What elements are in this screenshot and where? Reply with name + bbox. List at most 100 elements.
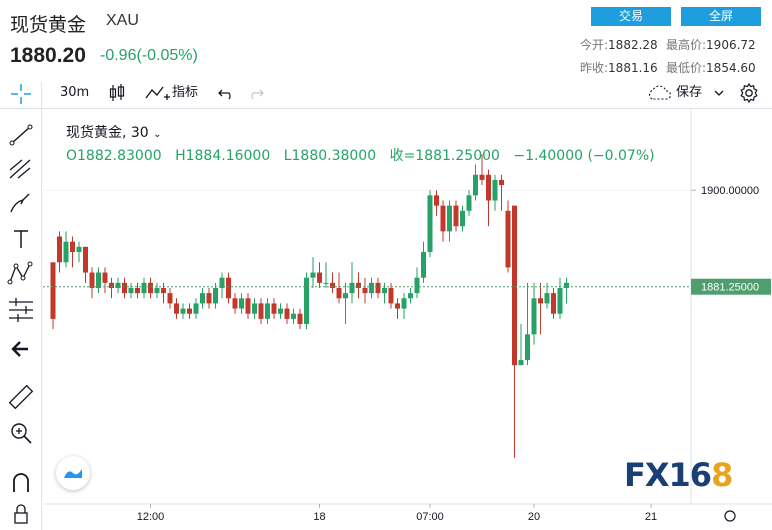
x-tick-label: 12:00 [137, 511, 165, 523]
candle-body [343, 293, 348, 299]
settings-icon[interactable] [738, 82, 760, 104]
candle-body [453, 205, 459, 227]
candle-body [427, 195, 433, 252]
candle-body [395, 303, 400, 309]
candle-body [265, 303, 270, 319]
axis-settings-icon[interactable] [724, 510, 736, 522]
legend-low: L1880.38000 [283, 148, 377, 164]
candle-body [317, 272, 322, 283]
watermark-main: FX16 [624, 456, 712, 494]
candle-body [180, 308, 186, 314]
candle-body [323, 282, 329, 284]
redo-icon[interactable] [246, 82, 264, 104]
fullscreen-button[interactable]: 全屏 [681, 7, 761, 26]
candle-body [252, 303, 257, 314]
magnet-icon[interactable] [6, 468, 36, 498]
candle-body [401, 298, 407, 309]
candle-body [193, 303, 199, 314]
candle-body [382, 287, 387, 294]
brush-icon[interactable] [6, 188, 36, 218]
toolbar-divider [0, 108, 772, 109]
stat-prev-close-label: 昨收: [580, 61, 609, 75]
legend-symbol: 现货黄金, 30 ⌄ [66, 122, 162, 142]
candle-body [258, 303, 264, 319]
pattern-icon[interactable] [6, 258, 36, 288]
candle-body [356, 282, 361, 288]
candle-body [362, 287, 368, 294]
candle-body [512, 205, 517, 366]
candle-body [297, 313, 303, 325]
candle-body [434, 195, 439, 206]
stat-high-label: 最高价: [666, 38, 707, 52]
candle-body [200, 293, 205, 304]
y-tick-label: 1900.00000 [701, 185, 759, 197]
candle-body [310, 272, 316, 278]
candle-body [148, 282, 153, 294]
stat-low: 最低价:1854.60 [666, 59, 756, 76]
crosshair-icon[interactable] [8, 83, 34, 105]
last-price-label: 1881.25000 [701, 282, 759, 294]
candle-body [76, 246, 82, 252]
stat-low-label: 最低价: [666, 61, 707, 75]
candle-body [440, 205, 446, 232]
text-icon[interactable] [6, 224, 36, 254]
trendline-icon[interactable] [6, 120, 36, 150]
stat-prev-close-value: 1881.16 [608, 61, 658, 75]
current-price: 1880.20 [10, 44, 86, 67]
ruler-icon[interactable] [6, 382, 36, 412]
stat-open: 今开:1882.28 [580, 36, 658, 53]
candle-body [57, 236, 62, 263]
candle-body [564, 282, 569, 288]
trade-button[interactable]: 交易 [591, 7, 671, 26]
candle-body [544, 293, 550, 304]
candle-body [388, 287, 394, 304]
fib-icon[interactable] [6, 154, 36, 184]
candle-body [525, 334, 530, 361]
stat-high-value: 1906.72 [706, 38, 756, 52]
candle-body [154, 287, 160, 294]
candle-body [83, 246, 88, 273]
price-change: -0.96(-0.05%) [100, 47, 198, 64]
indicators-icon[interactable] [145, 82, 171, 104]
chevron-down-icon[interactable] [712, 82, 726, 104]
stat-high: 最高价:1906.72 [666, 36, 756, 53]
candle-body [174, 303, 179, 314]
candle-body [278, 308, 283, 314]
candle-body [557, 287, 563, 314]
candle-body [330, 282, 335, 288]
zoom-icon[interactable] [6, 418, 36, 448]
candle-body [505, 210, 511, 268]
x-tick-label: 18 [313, 511, 325, 523]
candle-body [518, 360, 524, 366]
lock-icon[interactable] [6, 502, 36, 526]
candle-body [271, 303, 277, 314]
candles-icon[interactable] [108, 82, 126, 104]
back-arrow-icon[interactable] [6, 334, 36, 364]
candle-body [232, 298, 238, 309]
candle-body [128, 287, 134, 294]
interval-button[interactable]: 30m [60, 85, 90, 100]
chevron-down-icon[interactable]: ⌄ [153, 129, 162, 140]
measure-icon[interactable] [6, 294, 36, 324]
save-button[interactable]: 保存 [676, 85, 703, 100]
candle-body [479, 174, 485, 180]
candle-body [531, 298, 537, 335]
candle-body [239, 298, 244, 309]
candle-body [109, 282, 114, 288]
undo-icon[interactable] [218, 82, 236, 104]
legend-high: H1884.16000 [175, 148, 271, 164]
stat-low-value: 1854.60 [706, 61, 756, 75]
candle-body [206, 293, 212, 304]
candle-body [408, 293, 413, 299]
indicators-button[interactable]: 指标 [172, 85, 199, 100]
fx168-watermark: FX168 [624, 456, 733, 494]
candle-body [336, 287, 342, 299]
tradingview-logo-icon[interactable] [56, 456, 90, 490]
candle-body [70, 241, 75, 252]
cloud-icon[interactable] [646, 82, 674, 104]
candle-body [219, 277, 225, 288]
candle-body [421, 251, 426, 278]
candle-body [414, 277, 420, 294]
candle-body [460, 210, 465, 227]
